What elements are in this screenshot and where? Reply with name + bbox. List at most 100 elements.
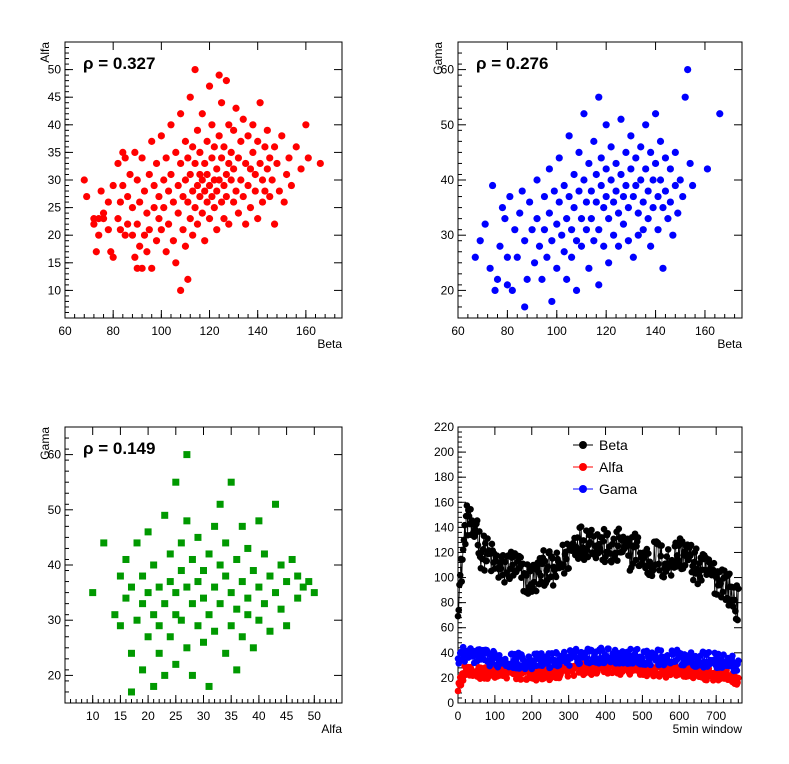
data-point bbox=[216, 600, 224, 608]
data-point bbox=[222, 192, 230, 201]
data-point bbox=[155, 622, 163, 630]
data-point bbox=[555, 154, 563, 162]
x-tick-label: 45 bbox=[280, 709, 294, 723]
data-point bbox=[121, 154, 129, 162]
x-tick-label: 120 bbox=[200, 324, 220, 338]
series-point bbox=[552, 573, 560, 581]
series-point bbox=[632, 556, 640, 564]
data-point bbox=[160, 204, 168, 212]
data-point bbox=[283, 170, 291, 179]
data-point bbox=[210, 143, 218, 151]
data-point bbox=[659, 204, 667, 212]
series-point bbox=[564, 673, 572, 680]
data-point bbox=[150, 181, 158, 190]
data-point bbox=[169, 237, 177, 245]
series-point bbox=[606, 550, 614, 557]
data-point bbox=[580, 110, 588, 118]
series-point bbox=[459, 677, 467, 684]
data-point bbox=[703, 165, 712, 173]
data-point bbox=[577, 242, 586, 250]
series-point bbox=[454, 687, 462, 695]
x-tick-label: 15 bbox=[114, 709, 128, 723]
data-point bbox=[316, 159, 324, 168]
data-point bbox=[254, 137, 262, 145]
data-point bbox=[634, 209, 642, 217]
data-point bbox=[647, 148, 655, 156]
data-point bbox=[270, 220, 279, 228]
data-point bbox=[191, 159, 199, 168]
series-point bbox=[455, 606, 463, 614]
data-point bbox=[90, 220, 98, 228]
data-point bbox=[114, 159, 122, 168]
data-point bbox=[215, 132, 223, 140]
data-point bbox=[671, 181, 679, 190]
data-point bbox=[545, 165, 553, 173]
data-point bbox=[244, 181, 252, 190]
series-point bbox=[678, 538, 686, 545]
data-point bbox=[188, 600, 196, 608]
x-tick-label: 80 bbox=[501, 324, 515, 338]
series-point bbox=[517, 676, 525, 683]
correlation-label: ρ = 0.149 bbox=[83, 439, 155, 458]
data-point bbox=[649, 176, 657, 184]
data-point bbox=[256, 159, 264, 168]
data-point bbox=[174, 209, 182, 217]
data-point bbox=[150, 204, 158, 212]
series-point bbox=[705, 648, 713, 656]
data-point bbox=[198, 209, 206, 217]
data-point bbox=[288, 555, 296, 563]
series-point bbox=[715, 650, 722, 658]
data-point bbox=[198, 110, 206, 118]
data-point bbox=[181, 242, 190, 250]
data-point bbox=[491, 286, 499, 294]
series-point bbox=[664, 546, 672, 553]
data-point bbox=[246, 204, 255, 212]
data-point bbox=[148, 137, 156, 145]
data-point bbox=[145, 226, 153, 234]
data-point bbox=[297, 165, 305, 173]
data-point bbox=[263, 126, 271, 134]
series-point bbox=[456, 571, 464, 579]
data-point bbox=[157, 226, 165, 234]
data-point bbox=[166, 550, 174, 558]
data-point bbox=[684, 66, 692, 74]
data-point bbox=[83, 192, 91, 201]
data-point bbox=[227, 176, 235, 184]
series-beta bbox=[454, 502, 742, 624]
y-tick-label: 20 bbox=[441, 283, 455, 297]
y-tick-label: 60 bbox=[441, 621, 455, 635]
data-point bbox=[183, 583, 191, 591]
series-point bbox=[729, 652, 736, 660]
series-point bbox=[583, 546, 591, 554]
data-point bbox=[230, 126, 238, 134]
legend: Beta Alfa Gama bbox=[573, 437, 637, 497]
data-point bbox=[234, 209, 243, 217]
series-point bbox=[647, 661, 654, 669]
data-point bbox=[526, 198, 534, 206]
data-point bbox=[540, 226, 549, 234]
data-point bbox=[220, 181, 228, 190]
data-point bbox=[642, 121, 650, 129]
series-point bbox=[717, 580, 724, 588]
data-point bbox=[160, 176, 168, 184]
y-axis-label: Alfa bbox=[38, 42, 52, 63]
data-point bbox=[617, 115, 625, 123]
y-tick-label: 120 bbox=[434, 545, 454, 559]
y-tick-label: 180 bbox=[434, 470, 454, 484]
series-point bbox=[479, 546, 487, 553]
data-point bbox=[184, 198, 192, 206]
correlation-label: ρ = 0.276 bbox=[476, 54, 548, 73]
data-point bbox=[550, 187, 558, 195]
y-tick-label: 50 bbox=[441, 118, 455, 132]
data-point bbox=[568, 226, 576, 234]
data-point bbox=[234, 154, 243, 162]
data-point bbox=[179, 226, 187, 234]
data-point bbox=[205, 215, 214, 223]
series-point bbox=[681, 561, 689, 569]
data-point bbox=[255, 517, 263, 525]
data-point bbox=[656, 137, 665, 145]
data-point bbox=[201, 187, 209, 195]
data-point bbox=[194, 622, 202, 630]
data-point bbox=[595, 93, 603, 101]
data-point bbox=[294, 572, 302, 580]
